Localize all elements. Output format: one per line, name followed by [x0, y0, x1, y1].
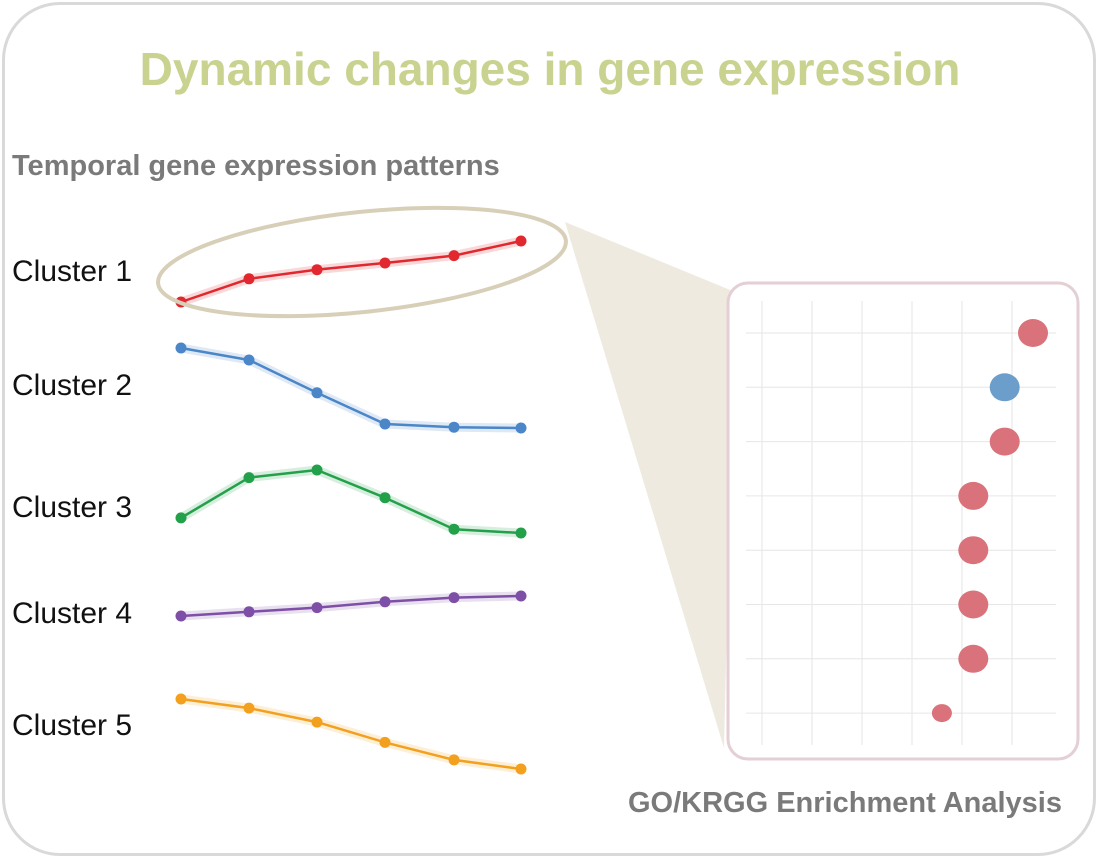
- enrichment-frame: [726, 281, 1080, 761]
- cluster-4-point: [175, 610, 187, 622]
- cluster-4-point: [311, 602, 323, 614]
- zoom-connector: [565, 222, 735, 748]
- cluster-4-point: [379, 596, 391, 608]
- cluster-4-point: [243, 606, 255, 618]
- cluster-3-point: [243, 472, 255, 484]
- cluster-5-line: [180, 697, 522, 771]
- cluster-label-2: Cluster 2: [12, 369, 133, 402]
- cluster-2-band: [176, 343, 526, 433]
- cluster-2-point: [379, 418, 391, 430]
- cluster-1-point: [448, 250, 460, 262]
- cluster-3-point: [379, 492, 391, 504]
- cluster-3-point: [448, 523, 460, 535]
- enrichment-dot: [989, 373, 1020, 402]
- cluster-4-line: [180, 594, 522, 618]
- cluster-5-point: [379, 736, 391, 748]
- cluster-1-point: [243, 273, 255, 285]
- enrichment-dot: [989, 427, 1020, 456]
- cluster-3-band: [176, 465, 526, 538]
- cluster-2-line: [180, 346, 522, 430]
- patterns-heading: Temporal gene expression patterns: [12, 150, 500, 182]
- cluster-1-line: [180, 239, 522, 304]
- cluster-highlight: [156, 205, 568, 319]
- cluster-5-band: [176, 694, 526, 774]
- cluster-2-point: [175, 342, 187, 354]
- cluster-label-5: Cluster 5: [12, 709, 133, 742]
- page-title: Dynamic changes in gene expression: [139, 43, 961, 95]
- enrichment-dot: [958, 481, 989, 510]
- cluster-4-point: [448, 592, 460, 604]
- cluster-2-point: [243, 354, 255, 366]
- enrichment-heading: GO/KRGG Enrichment Analysis: [627, 787, 1062, 819]
- cluster-3-point: [311, 464, 323, 476]
- cluster-5-point: [243, 702, 255, 714]
- enrichment-dot: [958, 590, 989, 619]
- cluster-1-point: [311, 264, 323, 276]
- cluster-2-point: [515, 422, 527, 434]
- zoom-wedge: [565, 222, 735, 748]
- cluster-label-3: Cluster 3: [12, 491, 133, 524]
- cluster-1-point: [379, 257, 391, 269]
- cluster-3-point: [175, 512, 187, 524]
- enrichment-dot: [1018, 319, 1048, 347]
- cluster-4-point: [515, 590, 527, 602]
- cluster-label-1: Cluster 1: [12, 255, 133, 288]
- cluster-2-point: [311, 387, 323, 399]
- cluster-5-point: [175, 693, 187, 705]
- cluster-1-point: [515, 235, 527, 247]
- cluster-label-4: Cluster 4: [12, 597, 133, 630]
- enrichment-dot: [958, 644, 989, 673]
- cluster-1-highlight-ellipse: [156, 205, 568, 319]
- cluster-2-point: [448, 421, 460, 433]
- cluster-5-point: [311, 716, 323, 728]
- enrichment-dot: [958, 536, 989, 565]
- expression-patterns: [175, 235, 527, 775]
- enrichment-panel: [726, 281, 1080, 761]
- cluster-3-line: [180, 468, 522, 535]
- enrichment-dot: [931, 704, 952, 723]
- cluster-5-point: [515, 763, 527, 775]
- cluster-3-point: [515, 527, 527, 539]
- cluster-5-point: [448, 754, 460, 766]
